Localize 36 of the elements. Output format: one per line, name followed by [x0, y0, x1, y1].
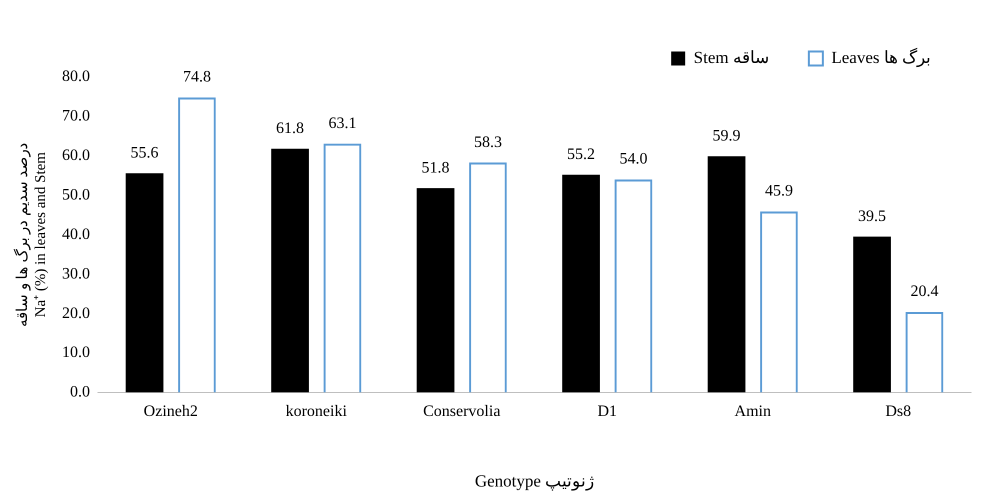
- data-label: 54.0: [619, 150, 648, 168]
- bar: [562, 174, 600, 392]
- y-tick-label: 10.0: [62, 344, 90, 362]
- data-label: 63.1: [328, 114, 356, 132]
- bar: [126, 173, 164, 392]
- legend-label: Stem ساقه: [694, 48, 769, 67]
- data-label: 39.5: [858, 208, 886, 225]
- bar: [708, 156, 746, 392]
- y-tick-label: 40.0: [62, 226, 90, 243]
- y-tick-label: 0.0: [70, 384, 90, 401]
- data-label: 74.8: [182, 68, 211, 86]
- y-tick-label: 20.0: [62, 304, 90, 322]
- x-axis-title: Genotype ژنوتیپ: [474, 471, 594, 492]
- data-label: 58.3: [474, 134, 502, 151]
- data-label: 55.6: [130, 144, 159, 162]
- x-tick-label: Conservolia: [423, 403, 500, 420]
- data-label: 51.8: [422, 159, 450, 176]
- y-tick-label: 60.0: [62, 147, 90, 164]
- bar: [416, 188, 454, 392]
- x-tick-label: D1: [597, 403, 618, 420]
- data-label: 59.9: [712, 127, 741, 144]
- y-tick-label: 30.0: [62, 265, 90, 282]
- legend-label: Leaves برگ ها: [831, 46, 932, 68]
- x-tick-label: Amin: [734, 403, 771, 420]
- y-tick-label: 70.0: [62, 108, 90, 125]
- data-label: 45.9: [764, 182, 793, 200]
- bar: [271, 148, 309, 392]
- y-tick-label: 50.0: [62, 186, 90, 204]
- y-tick-label: 80.0: [62, 68, 90, 86]
- x-tick-label: Ozineh2: [144, 403, 198, 420]
- data-label: 55.2: [567, 146, 596, 163]
- bar: [853, 236, 891, 392]
- x-tick-label: Ds8: [885, 403, 912, 420]
- data-label: 61.8: [276, 120, 304, 137]
- data-label: 20.4: [910, 283, 938, 300]
- x-tick-label: koroneiki: [286, 403, 348, 420]
